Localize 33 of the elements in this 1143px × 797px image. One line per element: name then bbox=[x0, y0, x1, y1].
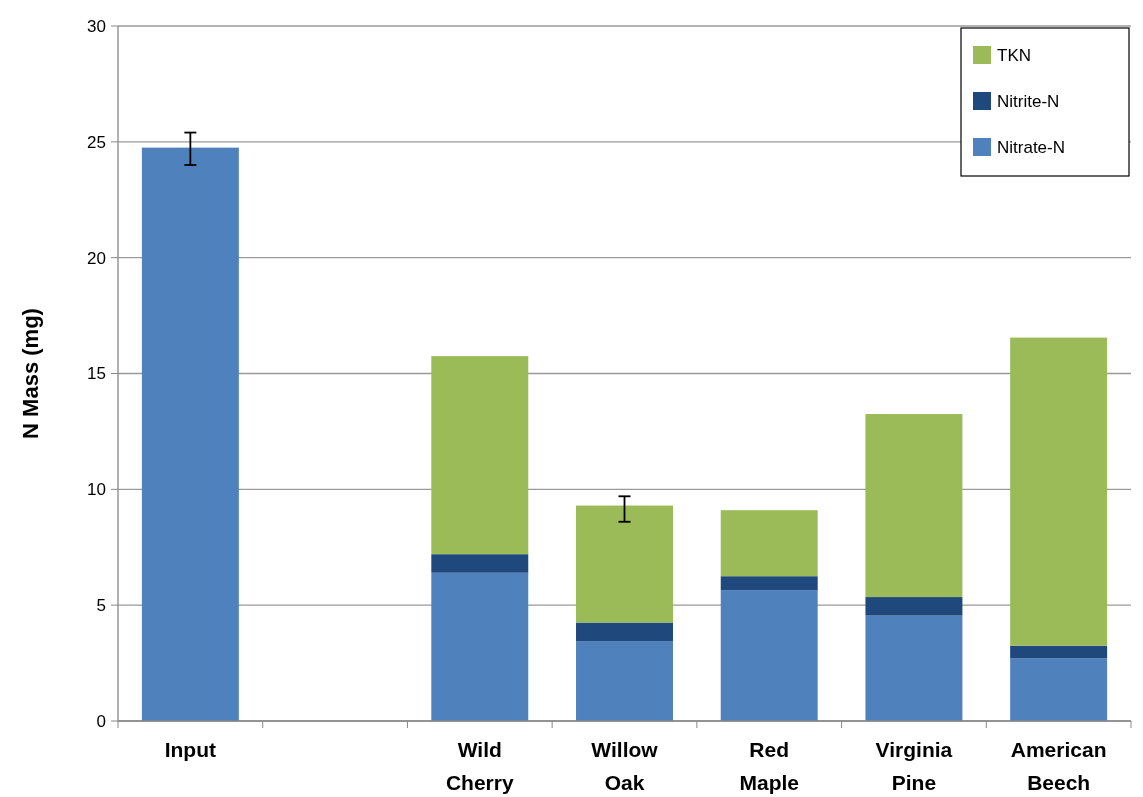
x-tick-label: Red Maple bbox=[739, 738, 799, 794]
bar bbox=[865, 597, 963, 616]
bar bbox=[141, 147, 239, 721]
x-tick-label: American Beech bbox=[1010, 738, 1107, 794]
legend-label: TKN bbox=[997, 45, 1031, 65]
y-tick-label: 10 bbox=[87, 480, 106, 500]
x-tick-label: Wild Cherry bbox=[445, 738, 514, 794]
x-tick-label: Willow Oak bbox=[591, 738, 659, 794]
y-tick-label: 5 bbox=[96, 596, 106, 616]
bar bbox=[576, 505, 673, 623]
y-axis-title: N Mass (mg) bbox=[18, 308, 43, 439]
y-tick-label: 15 bbox=[87, 364, 106, 384]
bar bbox=[576, 622, 673, 642]
bar bbox=[431, 572, 529, 721]
x-tick-label: Virginia Pine bbox=[875, 738, 953, 794]
bar bbox=[865, 414, 963, 598]
bar bbox=[576, 641, 673, 721]
x-tick-label: Input bbox=[164, 738, 217, 761]
bar bbox=[431, 554, 529, 573]
y-tick-label: 25 bbox=[87, 132, 106, 152]
bar bbox=[720, 576, 818, 591]
legend-label: Nitrite-N bbox=[997, 91, 1060, 111]
bar bbox=[720, 510, 818, 577]
y-tick-label: 30 bbox=[87, 16, 106, 36]
y-tick-label: 0 bbox=[96, 711, 106, 731]
bar bbox=[720, 590, 818, 721]
bar bbox=[431, 356, 529, 555]
bar bbox=[865, 615, 963, 721]
bar bbox=[1010, 337, 1108, 646]
bar bbox=[1010, 645, 1108, 659]
legend-label: Nitrate-N bbox=[997, 137, 1066, 157]
bar bbox=[1010, 658, 1108, 721]
y-tick-label: 20 bbox=[87, 248, 106, 268]
